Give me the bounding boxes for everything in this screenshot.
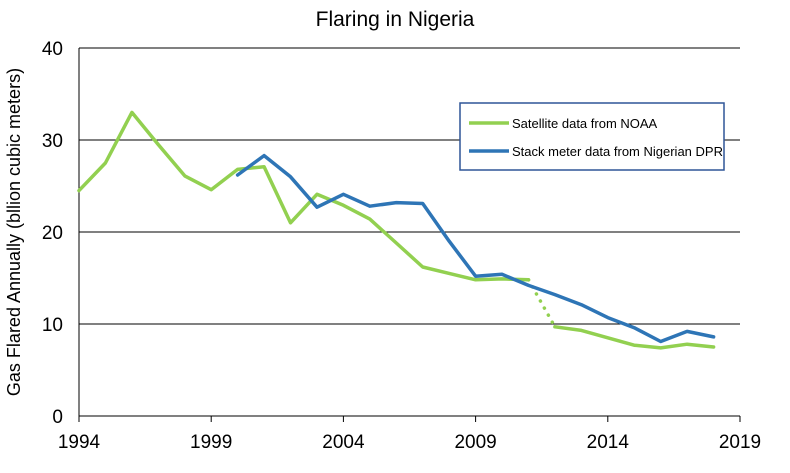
- data-point-satellite-2000: [236, 167, 240, 171]
- x-tick-label-2014: 2014: [587, 432, 630, 453]
- x-tick-label-1999: 1999: [190, 432, 232, 453]
- data-point-satellite-2008: [447, 271, 451, 275]
- data-point-satellite-2002: [289, 221, 293, 225]
- data-point-satellite-2014: [606, 336, 610, 340]
- y-tick-label-30: 30: [42, 131, 63, 152]
- data-point-satellite-2010: [500, 277, 504, 281]
- series-layer: [77, 110, 716, 350]
- data-point-stack-meter-2012: [553, 293, 557, 297]
- data-point-satellite-2015: [632, 343, 636, 347]
- gridlines: [79, 47, 740, 325]
- x-tick-label-2019: 2019: [719, 432, 761, 453]
- data-point-stack-meter-2017: [685, 329, 689, 333]
- series-line-stack-meter: [235, 153, 716, 344]
- y-tick-label-10: 10: [42, 315, 63, 336]
- data-point-satellite-1997: [156, 143, 160, 147]
- data-point-satellite-1994: [77, 189, 81, 193]
- data-point-satellite-1998: [183, 174, 187, 178]
- data-point-stack-meter-2005: [368, 204, 372, 208]
- data-point-satellite-1995: [103, 161, 107, 165]
- x-tick-label-2004: 2004: [322, 432, 365, 453]
- data-point-satellite-2012: [553, 325, 557, 329]
- data-point-satellite-2004: [341, 203, 345, 207]
- data-point-satellite-1996: [130, 110, 134, 114]
- data-point-stack-meter-2006: [394, 201, 398, 205]
- data-point-stack-meter-2011: [526, 283, 530, 287]
- data-point-satellite-2018: [712, 345, 716, 349]
- x-tick-label-2009: 2009: [454, 432, 496, 453]
- data-point-stack-meter-2015: [632, 326, 636, 330]
- data-point-stack-meter-2013: [579, 303, 583, 307]
- data-point-stack-meter-2004: [341, 192, 345, 196]
- chart-title: Flaring in Nigeria: [315, 8, 475, 31]
- data-point-satellite-2011: [526, 278, 530, 282]
- data-point-stack-meter-2007: [421, 201, 425, 205]
- data-point-satellite-2016: [659, 346, 663, 350]
- data-point-stack-meter-2014: [606, 316, 610, 320]
- data-point-satellite-2007: [421, 265, 425, 269]
- data-point-satellite-2013: [579, 328, 583, 332]
- legend-label-stack-meter: Stack meter data from Nigerian DPR: [512, 144, 723, 159]
- series-line-satellite-after-gap: [553, 325, 716, 350]
- data-point-stack-meter-2000: [236, 173, 240, 177]
- data-point-stack-meter-2008: [447, 239, 451, 243]
- data-point-satellite-2009: [474, 278, 478, 282]
- data-point-stack-meter-2016: [659, 339, 663, 343]
- y-tick-label-40: 40: [42, 39, 63, 60]
- data-point-stack-meter-2009: [474, 274, 478, 278]
- data-point-stack-meter-2003: [315, 205, 319, 209]
- legend: Satellite data from NOAA Stack meter dat…: [459, 102, 725, 171]
- data-point-satellite-2017: [685, 342, 689, 346]
- data-point-satellite-2006: [394, 241, 398, 245]
- data-point-stack-meter-2002: [289, 175, 293, 179]
- data-point-stack-meter-2010: [500, 272, 504, 276]
- data-point-satellite-2005: [368, 217, 372, 221]
- series-line-satellite: [77, 110, 531, 282]
- legend-box: [459, 102, 725, 171]
- data-point-stack-meter-2001: [262, 154, 266, 158]
- data-point-stack-meter-2018: [712, 335, 716, 339]
- axes: [78, 48, 741, 422]
- data-point-satellite-2001: [262, 165, 266, 169]
- data-point-satellite-1999: [209, 188, 213, 192]
- y-tick-label-0: 0: [52, 407, 63, 428]
- legend-label-satellite: Satellite data from NOAA: [512, 116, 658, 131]
- y-tick-label-20: 20: [42, 223, 63, 244]
- x-tick-label-1994: 1994: [58, 432, 101, 453]
- tick-labels: 0 10 20 30 40 1994 1999 2004 2009 2014 2019: [42, 39, 761, 453]
- data-point-satellite-2003: [315, 192, 319, 196]
